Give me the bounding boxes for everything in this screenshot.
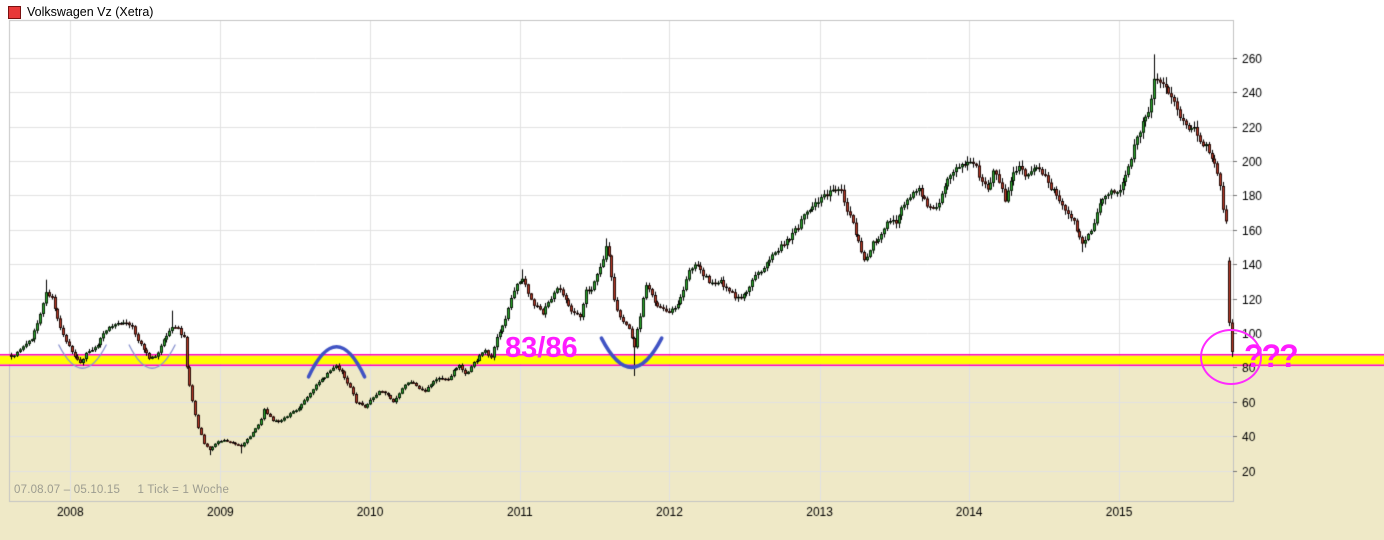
stock-chart-screen: Volkswagen Vz (Xetra) 83/86 ??? 07.08.07…	[0, 0, 1384, 540]
price-chart-canvas	[0, 0, 1384, 540]
